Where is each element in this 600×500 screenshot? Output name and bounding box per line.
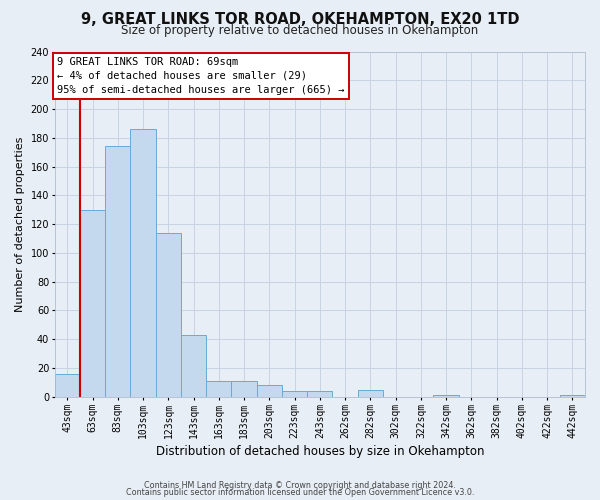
Bar	[130, 129, 156, 397]
Bar	[55, 374, 80, 397]
Text: Contains HM Land Registry data © Crown copyright and database right 2024.: Contains HM Land Registry data © Crown c…	[144, 481, 456, 490]
Bar	[156, 233, 181, 397]
Text: 9, GREAT LINKS TOR ROAD, OKEHAMPTON, EX20 1TD: 9, GREAT LINKS TOR ROAD, OKEHAMPTON, EX2…	[81, 12, 519, 28]
Text: Size of property relative to detached houses in Okehampton: Size of property relative to detached ho…	[121, 24, 479, 37]
Bar	[232, 381, 257, 397]
Bar	[358, 390, 383, 397]
Bar	[282, 391, 307, 397]
Bar	[181, 335, 206, 397]
Bar	[433, 396, 459, 397]
Bar	[206, 381, 232, 397]
X-axis label: Distribution of detached houses by size in Okehampton: Distribution of detached houses by size …	[155, 444, 484, 458]
Bar	[307, 391, 332, 397]
Bar	[560, 396, 585, 397]
Bar	[105, 146, 130, 397]
Y-axis label: Number of detached properties: Number of detached properties	[15, 136, 25, 312]
Bar	[257, 385, 282, 397]
Text: 9 GREAT LINKS TOR ROAD: 69sqm
← 4% of detached houses are smaller (29)
95% of se: 9 GREAT LINKS TOR ROAD: 69sqm ← 4% of de…	[58, 56, 345, 94]
Bar	[80, 210, 105, 397]
Text: Contains public sector information licensed under the Open Government Licence v3: Contains public sector information licen…	[126, 488, 474, 497]
